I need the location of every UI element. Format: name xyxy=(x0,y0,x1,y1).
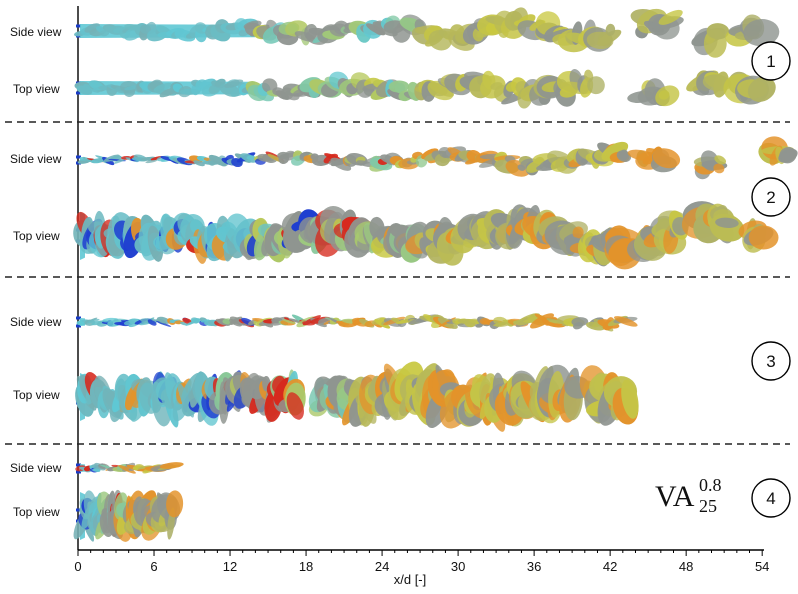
x-tick-label: 24 xyxy=(375,559,389,574)
vortex-blob xyxy=(529,313,555,329)
vortex-blob xyxy=(156,316,171,324)
x-tick-label: 30 xyxy=(451,559,465,574)
case1-side-view-label: Side view xyxy=(10,25,62,39)
vortex-blob xyxy=(747,76,776,102)
case3-top-view-label: Top view xyxy=(13,388,60,402)
case3-number: 3 xyxy=(766,352,775,371)
case-annotation: VA 0.8 25 xyxy=(655,475,722,516)
annotation-base: VA xyxy=(655,480,695,513)
vortex-blob xyxy=(286,392,304,420)
x-tick-label: 0 xyxy=(74,559,81,574)
case1-top-view-label: Top view xyxy=(13,82,60,96)
x-tick-label: 6 xyxy=(150,559,157,574)
vortex-blob xyxy=(652,148,681,169)
vortex-blob xyxy=(155,320,172,327)
vortex-blob xyxy=(621,379,639,419)
vortex-structures xyxy=(73,7,798,542)
vortex-blob xyxy=(246,155,256,160)
case2-circle xyxy=(751,177,791,217)
x-tick-label: 48 xyxy=(679,559,693,574)
vortex-blob xyxy=(713,163,725,174)
x-axis: 0 6 12 18 24 30 36 42 48 54 x/d [-] xyxy=(74,549,769,587)
vortex-blob xyxy=(166,490,184,518)
case-markers: 1 2 3 4 xyxy=(751,41,791,518)
vortex-blob xyxy=(605,23,616,36)
vortex-blob xyxy=(191,318,202,324)
vortex-blob xyxy=(147,319,157,326)
case4-circle xyxy=(751,478,791,518)
vortex-blob xyxy=(572,226,584,239)
vortex-blob xyxy=(748,225,779,250)
vortex-blob xyxy=(118,464,136,474)
vortex-blob xyxy=(193,160,205,167)
vortex-blob xyxy=(706,23,730,40)
x-tick-label: 18 xyxy=(299,559,313,574)
vortex-blob xyxy=(224,79,244,88)
vortex-blob xyxy=(613,316,638,327)
case-separators xyxy=(5,121,790,445)
vortex-blob xyxy=(587,76,605,95)
annotation-superscript: 0.8 xyxy=(699,475,722,495)
vortex-blob xyxy=(394,82,406,94)
vortex-blob xyxy=(84,23,100,33)
view-labels: Side view Top view Side view Top view Si… xyxy=(10,25,62,519)
vortex-blob xyxy=(743,19,780,47)
vortex-blob xyxy=(714,155,727,165)
case4-top-view-label: Top view xyxy=(13,505,60,519)
case2-side-view-label: Side view xyxy=(10,152,62,166)
x-axis-ticks: 0 6 12 18 24 30 36 42 48 54 xyxy=(74,550,769,574)
case2-top-view-label: Top view xyxy=(13,229,60,243)
vortex-blob xyxy=(282,319,296,324)
case1-circle xyxy=(751,41,791,81)
x-tick-label: 12 xyxy=(223,559,237,574)
vortex-blob xyxy=(779,147,797,164)
x-tick-label: 42 xyxy=(603,559,617,574)
annotation-subscript: 25 xyxy=(699,496,717,516)
vortex-blob xyxy=(601,141,629,161)
case3-side-view-label: Side view xyxy=(10,315,62,329)
vortex-blob xyxy=(283,317,294,322)
vortex-blob xyxy=(597,29,622,46)
vortex-blob xyxy=(159,462,184,469)
case3-circle xyxy=(751,341,791,381)
case1-number: 1 xyxy=(766,52,775,71)
case2-number: 2 xyxy=(766,188,775,207)
case4-side-view-label: Side view xyxy=(10,461,62,475)
vortex-blob xyxy=(658,9,683,25)
x-axis-title: x/d [-] xyxy=(394,572,427,587)
vortex-blob xyxy=(616,150,632,162)
vortex-blob xyxy=(428,82,454,97)
vortex-blob xyxy=(475,323,483,328)
x-tick-label: 54 xyxy=(755,559,769,574)
vortex-blob xyxy=(87,318,100,324)
case4-number: 4 xyxy=(766,489,775,508)
vortex-blob xyxy=(207,320,218,327)
vortex-blob xyxy=(655,85,680,107)
vortex-blob xyxy=(715,217,739,228)
vortex-blob xyxy=(330,157,352,171)
vortex-blob xyxy=(571,317,589,327)
x-tick-label: 36 xyxy=(527,559,541,574)
vortex-blob xyxy=(145,159,158,164)
vortex-blob xyxy=(421,148,439,160)
